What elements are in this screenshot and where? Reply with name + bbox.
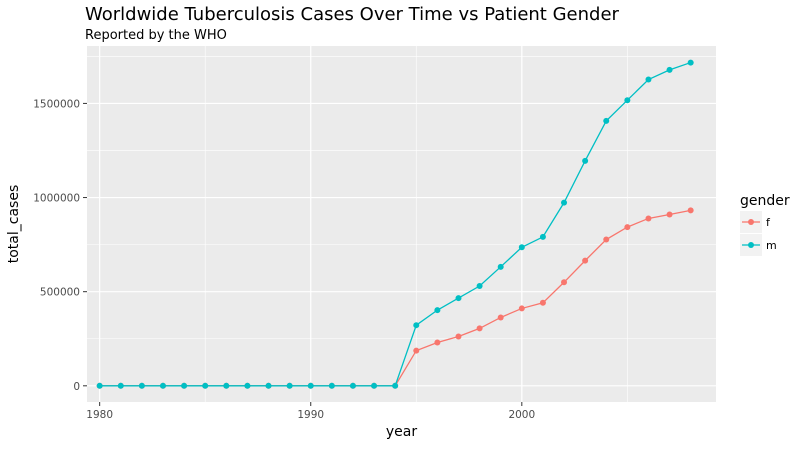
data-point-f: [434, 339, 441, 346]
x-tick-label: 1990: [297, 409, 324, 421]
y-axis-label: total_cases: [6, 185, 22, 264]
chart-title: Worldwide Tuberculosis Cases Over Time v…: [85, 4, 620, 25]
data-point-f: [497, 314, 504, 321]
data-point-f: [413, 347, 420, 354]
data-point-m: [181, 382, 188, 389]
data-point-f: [666, 211, 673, 218]
data-point-m: [265, 382, 272, 389]
y-tick-label: 0: [73, 381, 80, 393]
series-m: [96, 59, 694, 389]
data-point-m: [539, 233, 546, 240]
x-tick-label: 2000: [508, 409, 535, 421]
legend: gender fm: [740, 193, 790, 256]
data-point-m: [455, 295, 462, 302]
axes: 1980 1990 2000 0 500000 1000000 1500000: [33, 98, 535, 421]
data-point-f: [476, 325, 483, 332]
data-point-m: [307, 382, 314, 389]
legend-title: gender: [740, 193, 790, 209]
data-point-f: [624, 224, 631, 231]
data-point-m: [645, 76, 652, 83]
data-point-m: [413, 322, 420, 329]
legend-key-point-m: [748, 242, 754, 248]
data-point-m: [328, 382, 335, 389]
y-tick-label: 1500000: [33, 98, 80, 110]
data-point-m: [202, 382, 209, 389]
data-point-m: [666, 66, 673, 73]
data-point-m: [392, 382, 399, 389]
series-layer: [96, 59, 694, 389]
chart-subtitle: Reported by the WHO: [85, 28, 227, 43]
data-point-m: [624, 97, 631, 104]
data-point-f: [645, 215, 652, 222]
x-axis-label: year: [386, 424, 417, 440]
plot-panel: [87, 46, 716, 402]
y-tick-label: 500000: [40, 287, 80, 299]
data-point-f: [455, 333, 462, 340]
data-point-m: [349, 382, 356, 389]
data-point-m: [223, 382, 230, 389]
data-point-f: [603, 236, 610, 243]
data-point-m: [687, 59, 694, 66]
data-point-m: [518, 244, 525, 251]
legend-label-m: m: [766, 239, 777, 252]
data-point-m: [497, 263, 504, 270]
data-point-m: [96, 382, 103, 389]
data-point-f: [518, 305, 525, 312]
y-tick-label: 1000000: [33, 193, 80, 205]
x-tick-label: 1980: [86, 409, 113, 421]
legend-label-f: f: [766, 216, 771, 229]
data-point-f: [582, 257, 589, 264]
data-point-m: [286, 382, 293, 389]
data-point-m: [244, 382, 251, 389]
data-point-m: [603, 117, 610, 124]
data-point-m: [138, 382, 145, 389]
data-point-f: [539, 299, 546, 306]
data-point-m: [371, 382, 378, 389]
data-point-m: [582, 157, 589, 164]
data-point-m: [117, 382, 124, 389]
data-point-m: [561, 199, 568, 206]
legend-key-point-f: [748, 219, 754, 225]
data-point-m: [476, 283, 483, 290]
data-point-m: [159, 382, 166, 389]
data-point-m: [434, 307, 441, 314]
data-point-f: [687, 207, 694, 214]
data-point-f: [561, 279, 568, 286]
